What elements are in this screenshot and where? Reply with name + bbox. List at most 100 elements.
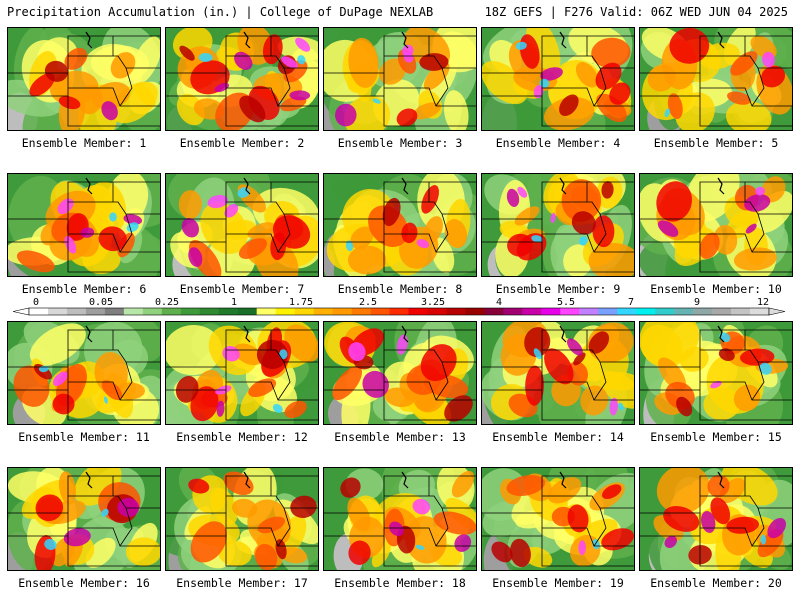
- state-border: [542, 201, 634, 215]
- precip-map: [481, 467, 635, 571]
- river-line: [559, 31, 567, 49]
- colorbar-label: 12: [756, 297, 770, 308]
- colorbar-swatch: [503, 308, 523, 315]
- precip-contour: [451, 470, 475, 498]
- colorbar-swatch: [275, 308, 295, 315]
- ensemble-member-label: Ensemble Member: 13: [334, 430, 466, 444]
- precip-contour: [575, 62, 599, 88]
- colorbar-swatch: [66, 308, 87, 315]
- state-border: [699, 181, 792, 219]
- colorbar-swatch: [218, 308, 239, 315]
- state-border: [435, 361, 449, 401]
- colorbar-swatch: [560, 308, 580, 315]
- colorbar-swatch: [142, 308, 163, 315]
- precip-contour: [190, 386, 219, 422]
- precip-contour: [350, 226, 374, 249]
- precip-contour: [396, 108, 418, 127]
- precip-contour: [257, 516, 286, 534]
- state-border: [482, 512, 634, 567]
- precip-contour: [103, 396, 108, 404]
- state-border: [542, 233, 634, 253]
- river-line: [243, 471, 251, 489]
- state-border: [435, 213, 449, 253]
- precip-contour: [767, 517, 787, 539]
- precip-contour: [348, 540, 371, 565]
- precip-contour: [254, 237, 299, 276]
- colorbar-label: 0.05: [88, 297, 114, 308]
- colorbar-swatch: [598, 308, 618, 315]
- ensemble-member-label: Ensemble Member: 17: [176, 576, 308, 590]
- river-line: [559, 471, 567, 489]
- precip-contour: [601, 372, 634, 391]
- colorbar-label: 4: [495, 297, 503, 308]
- colorbar-swatch: [123, 308, 144, 315]
- precip-contour: [592, 539, 600, 550]
- state-border: [593, 361, 607, 401]
- state-border: [699, 475, 792, 513]
- precip-contour: [444, 395, 473, 422]
- precip-contour: [52, 371, 68, 386]
- colorbar-swatch: [446, 308, 466, 315]
- state-border: [384, 527, 476, 547]
- precip-contour: [175, 376, 199, 403]
- state-border: [225, 475, 318, 513]
- colorbar-swatch: [427, 308, 447, 315]
- precip-contour: [540, 67, 563, 81]
- precip-map-graphic: [166, 322, 318, 424]
- state-border: [324, 512, 476, 567]
- colorbar-label: 1: [230, 297, 238, 308]
- state-border: [277, 213, 291, 253]
- ensemble-member-label: Ensemble Member: 14: [492, 430, 624, 444]
- precip-contour: [272, 404, 283, 413]
- state-border: [226, 87, 318, 107]
- state-border: [68, 495, 160, 509]
- precip-contour: [739, 348, 775, 366]
- precip-contour: [664, 108, 671, 118]
- precip-contour: [80, 227, 95, 238]
- state-border: [542, 495, 634, 509]
- state-border: [435, 67, 449, 107]
- precip-contour: [29, 73, 55, 97]
- colorbar-arrow-high: [768, 307, 786, 316]
- precip-map-graphic: [482, 322, 634, 424]
- ensemble-member-label: Ensemble Member: 18: [334, 576, 466, 590]
- ensemble-member-label: Ensemble Member: 5: [653, 136, 779, 150]
- state-border: [119, 507, 133, 547]
- precip-contour: [547, 477, 582, 504]
- precip-contour: [491, 541, 513, 563]
- state-border: [482, 72, 634, 127]
- river-line: [85, 471, 93, 489]
- state-border: [324, 366, 476, 421]
- state-border: [119, 67, 133, 107]
- precip-map-graphic: [482, 468, 634, 570]
- state-border: [700, 55, 792, 69]
- precip-contour: [550, 212, 556, 224]
- state-border: [482, 218, 634, 273]
- precip-contour: [379, 58, 406, 85]
- colorbar-swatch: [161, 308, 182, 315]
- precip-contour: [561, 179, 602, 222]
- colorbar-swatch: [237, 308, 257, 315]
- colorbar-swatch: [332, 308, 352, 315]
- precip-contour: [29, 323, 86, 366]
- state-border: [593, 213, 607, 253]
- precip-contour: [181, 217, 199, 238]
- state-border: [67, 35, 160, 73]
- precip-contour: [759, 362, 772, 375]
- colorbar-swatch: [655, 308, 675, 315]
- precip-contour: [421, 185, 439, 214]
- precip-contour: [335, 103, 357, 127]
- colorbar-swatch: [180, 308, 201, 315]
- colorbar-swatch: [579, 308, 599, 315]
- river-line: [85, 325, 93, 343]
- precip-map-graphic: [640, 28, 792, 130]
- state-border: [67, 475, 160, 513]
- colorbar-label: 7: [627, 297, 635, 308]
- precip-contour: [210, 487, 238, 526]
- river-line: [717, 31, 725, 49]
- colorbar-swatch: [731, 308, 751, 315]
- colorbar-swatch: [29, 308, 49, 315]
- precip-contour: [345, 240, 354, 252]
- precip-contour: [297, 55, 306, 65]
- precip-contour: [760, 534, 767, 545]
